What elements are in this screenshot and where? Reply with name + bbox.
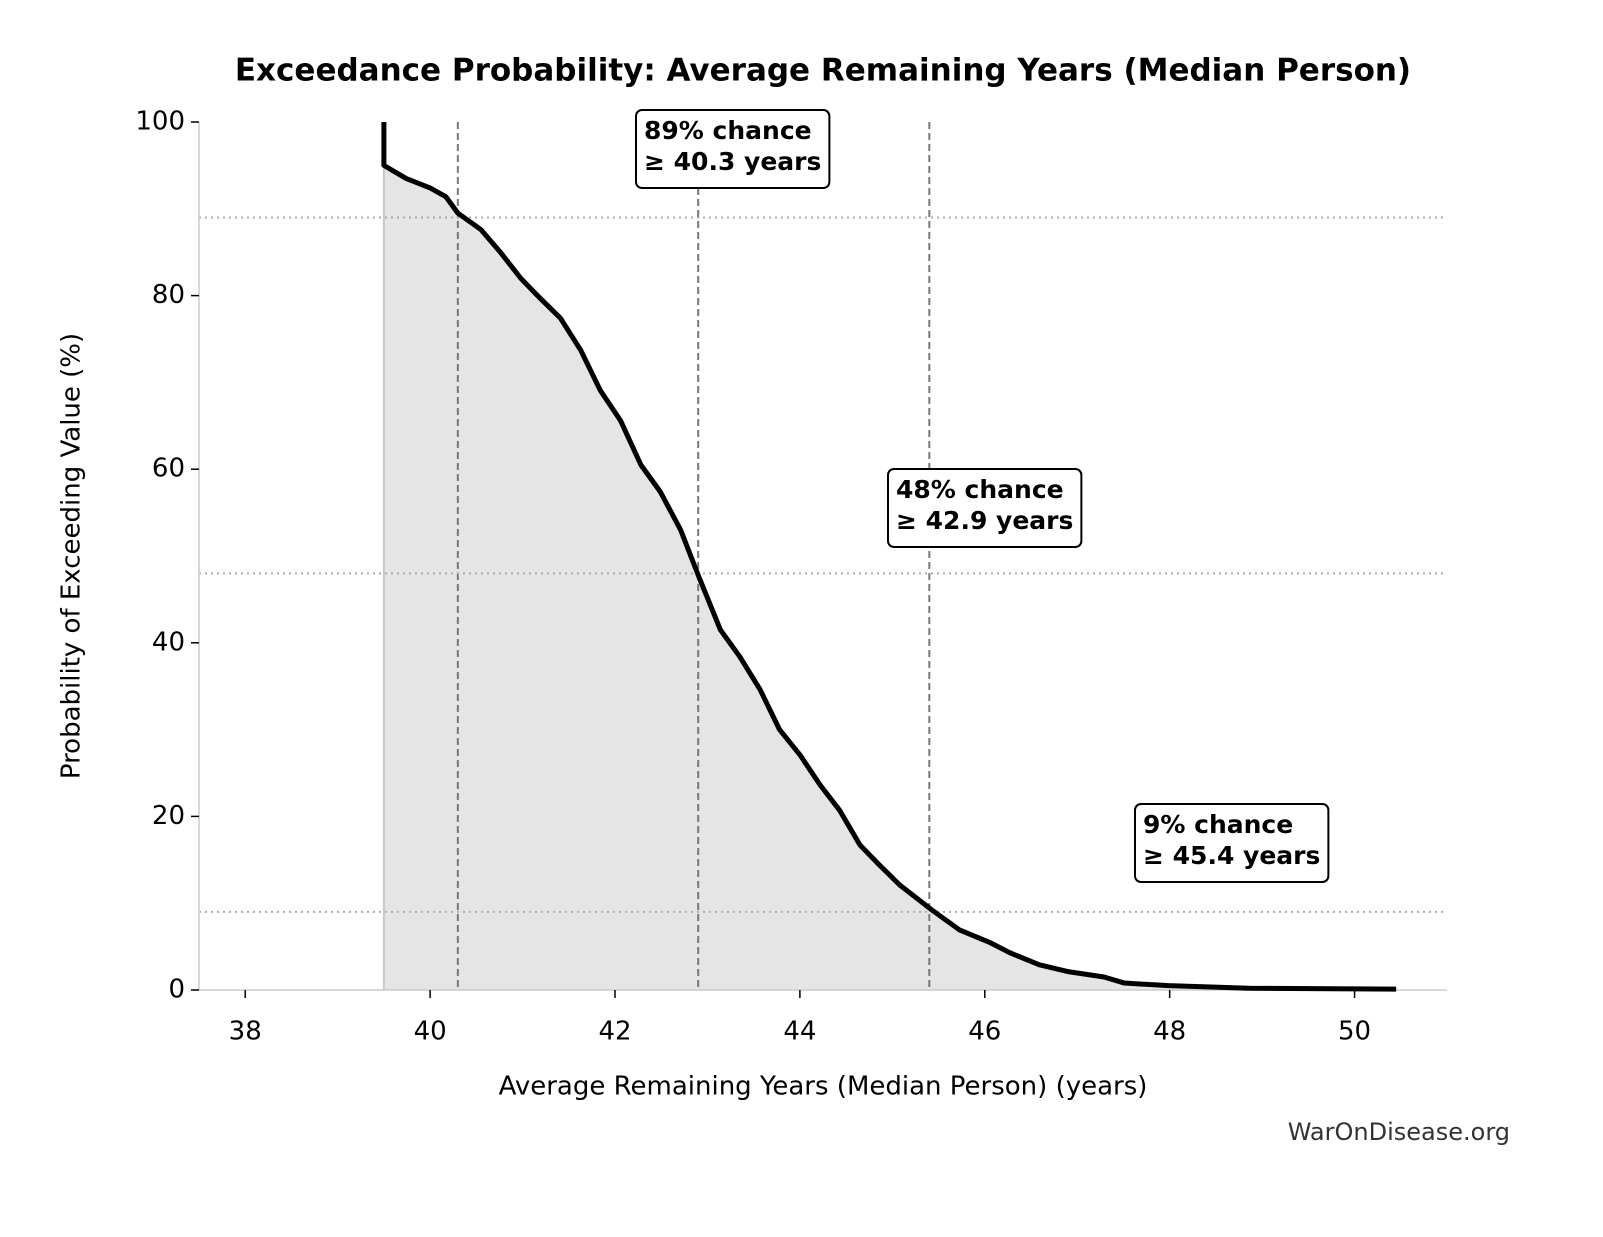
x-axis-label: Average Remaining Years (Median Person) … (499, 1072, 1148, 1102)
y-tick-label: 60 (152, 454, 185, 484)
annotation-box (635, 109, 831, 189)
annotation-text: 89% chance (644, 116, 812, 145)
x-tick-label: 44 (783, 1017, 816, 1047)
y-tick-label: 100 (135, 107, 185, 137)
x-tick-label: 42 (598, 1017, 631, 1047)
y-tick-label: 20 (152, 801, 185, 831)
exceedance-curve (381, 122, 1397, 992)
annotation-text: ≥ 45.4 years (1143, 841, 1320, 870)
annotation-box (887, 468, 1083, 548)
annotation-text: ≥ 42.9 years (896, 506, 1073, 535)
annotation: 89% chance≥ 40.3 years (635, 109, 831, 189)
y-axis-label: Probability of Exceeding Value (%) (57, 333, 87, 779)
annotation: 9% chance≥ 45.4 years (1134, 803, 1330, 883)
x-tick-label: 40 (414, 1017, 447, 1047)
x-tick-label: 48 (1153, 1017, 1186, 1047)
y-tick-label: 80 (152, 280, 185, 310)
annotation: 48% chance≥ 42.9 years (887, 468, 1083, 548)
y-tick-label: 0 (168, 975, 185, 1005)
area-fill (383, 122, 1397, 990)
x-tick-label: 38 (229, 1017, 262, 1047)
annotation-box (1134, 803, 1330, 883)
annotation-text: ≥ 40.3 years (644, 147, 821, 176)
y-tick-label: 40 (152, 627, 185, 657)
x-tick-label: 50 (1338, 1017, 1371, 1047)
annotation-text: 48% chance (896, 475, 1064, 504)
watermark: WarOnDisease.org (1288, 1118, 1510, 1146)
annotation-text: 9% chance (1143, 810, 1293, 839)
chart-title: Exceedance Probability: Average Remainin… (235, 53, 1411, 89)
x-tick-label: 46 (968, 1017, 1001, 1047)
